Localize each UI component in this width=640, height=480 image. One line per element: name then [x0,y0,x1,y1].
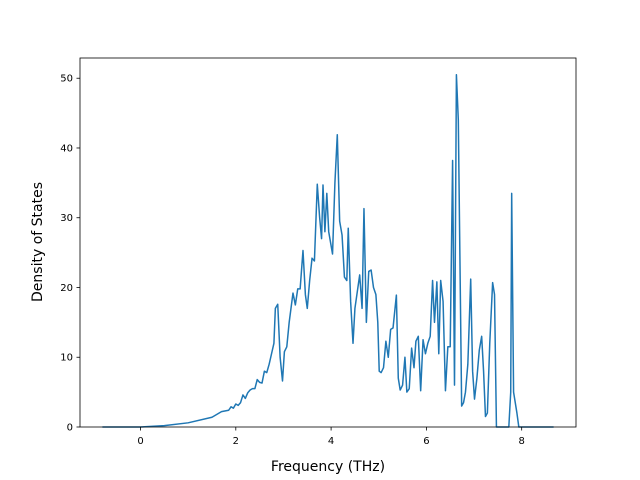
y-tick-label: 50 [60,74,73,85]
y-tick-label: 0 [67,423,73,434]
x-tick-label: 8 [518,436,524,447]
axes-frame [79,57,577,428]
y-tick-label: 20 [60,283,73,294]
y-axis-label: Density of States [30,182,46,302]
x-axis-label: Frequency (THz) [271,459,385,475]
y-tick-label: 10 [60,353,73,364]
y-tick-label: 30 [60,213,73,224]
x-tick-label: 4 [328,436,334,447]
x-tick-label: 0 [137,436,143,447]
dos-line [102,73,554,428]
y-tick-label: 40 [60,143,73,154]
x-tick-label: 6 [423,436,429,447]
x-tick-label: 2 [233,436,239,447]
